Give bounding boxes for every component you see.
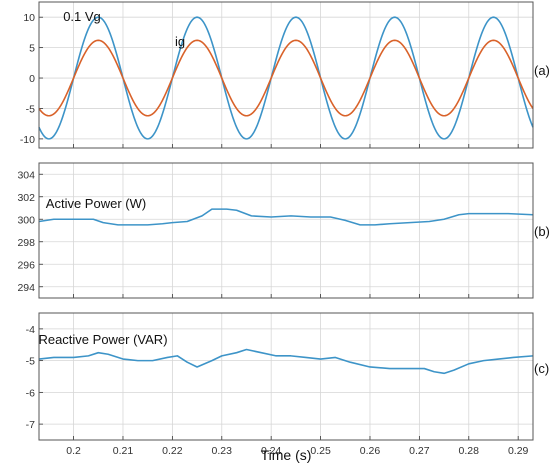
y-tick-label: 296 xyxy=(17,259,35,271)
y-tick-label: -10 xyxy=(20,134,35,146)
axes-frame xyxy=(38,1,534,149)
panel-label: (c) xyxy=(534,361,549,376)
x-tick-label: 0.29 xyxy=(508,445,529,457)
y-tick-label: 298 xyxy=(17,237,35,249)
y-tick-label: 294 xyxy=(17,282,35,294)
panel-b: 304 302 300 298 296 294 Active Power (W) (b) xyxy=(17,162,550,299)
axes-frame xyxy=(38,162,534,299)
plot-area-b xyxy=(39,163,533,298)
x-tick-label: 0.26 xyxy=(360,445,381,457)
y-tick-label: 300 xyxy=(17,214,35,226)
plot-area-c xyxy=(39,313,533,440)
x-tick-label: 0.21 xyxy=(113,445,134,457)
x-tick-label: 0.25 xyxy=(310,445,331,457)
x-tick-label: 0.24 xyxy=(261,445,282,457)
x-axis-label: Time (s) xyxy=(261,447,312,463)
series-label: 0.1 Vg xyxy=(63,9,101,24)
axes-frame xyxy=(38,312,534,441)
x-tick-label: 0.23 xyxy=(212,445,233,457)
y-tick-label: 302 xyxy=(17,192,35,204)
panel-label: (a) xyxy=(534,63,550,78)
plot-area-a xyxy=(39,2,533,148)
series-label: ig xyxy=(175,34,185,49)
x-tick-label: 0.22 xyxy=(162,445,183,457)
series-line xyxy=(38,39,534,117)
y-tick-label: -7 xyxy=(26,419,35,431)
y-tick-label: -4 xyxy=(26,324,35,336)
y-tick-label: 304 xyxy=(17,169,35,181)
series-line xyxy=(38,16,534,140)
y-tick-label: 0 xyxy=(29,73,35,85)
y-tick-label: 5 xyxy=(29,43,35,55)
panel-c: -4 -5 -6 -7 Reactive Power (VAR) (c) 0.2 0.21 0.… xyxy=(26,312,549,463)
y-tick-label: -5 xyxy=(26,103,35,115)
y-tick-label: -6 xyxy=(26,387,35,399)
series-line xyxy=(38,208,534,226)
x-tick-label: 0.28 xyxy=(459,445,480,457)
x-tick-label: 0.2 xyxy=(66,445,81,457)
panel-a: 10 5 0 -5 -10 0.1 Vg ig (a) xyxy=(20,1,550,149)
panel-label: (b) xyxy=(534,224,550,239)
y-tick-label: 10 xyxy=(23,12,35,24)
series-label: Active Power (W) xyxy=(46,196,146,211)
series-label: Reactive Power (VAR) xyxy=(38,332,167,347)
x-tick-label: 0.27 xyxy=(409,445,430,457)
y-tick-label: -5 xyxy=(26,356,35,368)
series-line xyxy=(38,348,534,375)
